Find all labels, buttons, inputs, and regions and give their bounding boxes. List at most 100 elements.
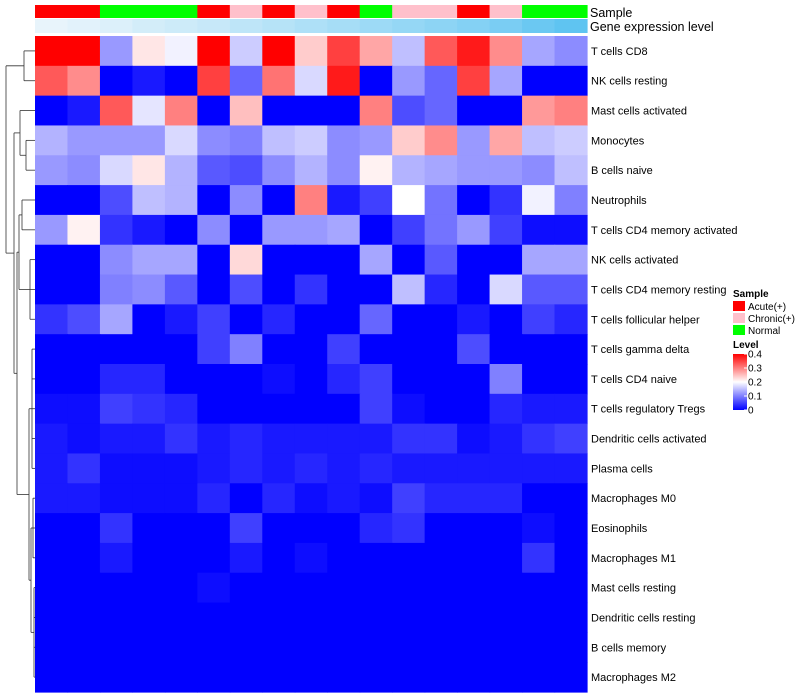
heatmap-cell <box>35 453 69 484</box>
heatmap-cell <box>554 185 588 216</box>
heatmap-cell <box>554 334 588 365</box>
expression-annotation-cell <box>197 19 231 33</box>
heatmap-cell <box>489 572 523 604</box>
heatmap-cell <box>99 423 134 455</box>
sample-annotation-cell <box>294 5 328 18</box>
legend-sample-label: Normal <box>748 326 780 337</box>
row-label: NK cells resting <box>591 76 667 88</box>
sample-annotation-cell <box>164 5 198 18</box>
heatmap-cell <box>327 65 361 97</box>
heatmap-cell <box>67 513 101 544</box>
heatmap-cell <box>197 423 231 455</box>
heatmap-cell <box>489 244 523 276</box>
heatmap-cell <box>99 483 134 514</box>
heatmap-cell <box>164 423 198 455</box>
row-label: Mast cells activated <box>591 106 687 118</box>
heatmap-cell <box>522 125 556 156</box>
heatmap-cell <box>99 364 134 395</box>
row-label: T cells gamma delta <box>591 344 690 356</box>
heatmap-cell <box>327 393 361 425</box>
heatmap-cell <box>164 274 198 305</box>
heatmap-cell <box>522 334 556 365</box>
heatmap-cell <box>359 423 393 455</box>
heatmap-cell <box>262 65 296 97</box>
heatmap-cell <box>392 662 426 693</box>
heatmap-cell <box>229 36 263 67</box>
row-label: Plasma cells <box>591 463 653 475</box>
heatmap-cell <box>554 304 588 335</box>
legend: Sample Acute(+)Chronic(+)Normal Level 0.… <box>733 289 795 417</box>
legend-sample-label: Chronic(+) <box>748 314 795 325</box>
heatmap-cell <box>262 513 296 544</box>
heatmap-cell <box>522 185 556 216</box>
heatmap-cell <box>67 572 101 604</box>
heatmap-cell <box>327 36 361 67</box>
heatmap-cell <box>424 453 458 484</box>
expression-annotation-cell <box>67 19 101 33</box>
heatmap-cell <box>489 65 523 97</box>
sample-annotation-cell <box>327 5 361 18</box>
sample-annotation-label: Sample <box>590 6 632 20</box>
heatmap-cell <box>229 572 263 604</box>
row-label: B cells memory <box>591 642 667 654</box>
heatmap-cell <box>262 185 296 216</box>
heatmap-cell <box>164 304 198 335</box>
legend-level-tick-label: 0.3 <box>748 364 762 375</box>
heatmap-cell <box>164 214 198 246</box>
heatmap-cell <box>197 304 231 335</box>
heatmap-cell <box>294 214 328 246</box>
heatmap-cell <box>554 274 588 305</box>
heatmap-cell <box>457 513 491 544</box>
heatmap-cell <box>132 364 166 395</box>
heatmap-cell <box>197 65 231 97</box>
sample-annotation-bar <box>35 5 588 18</box>
heatmap-cell <box>522 453 556 484</box>
heatmap-cell <box>392 483 426 514</box>
heatmap-cell <box>457 423 491 455</box>
heatmap-cell <box>489 483 523 514</box>
heatmap-cell <box>327 304 361 335</box>
heatmap-cell <box>457 125 491 156</box>
heatmap-cell <box>99 513 134 544</box>
heatmap-cell <box>424 393 458 425</box>
heatmap-cell <box>35 155 69 186</box>
heatmap-cell <box>424 244 458 276</box>
heatmap-cell <box>327 423 361 455</box>
heatmap-cell <box>424 155 458 186</box>
heatmap-cell <box>327 513 361 544</box>
heatmap-cell <box>392 602 426 633</box>
heatmap-cell <box>359 65 393 97</box>
heatmap-cell <box>392 95 426 127</box>
heatmap-cell <box>489 185 523 216</box>
heatmap-cell <box>294 65 328 97</box>
heatmap-cell <box>359 244 393 276</box>
heatmap-cell <box>35 36 69 67</box>
heatmap-cell <box>229 185 263 216</box>
heatmap-cell <box>359 393 393 425</box>
heatmap-cell <box>392 304 426 335</box>
heatmap-cell <box>392 274 426 305</box>
heatmap-cell <box>457 155 491 186</box>
sample-annotation-cell <box>554 5 588 18</box>
heatmap-cell <box>359 572 393 604</box>
heatmap-cell <box>457 244 491 276</box>
heatmap-cell <box>554 423 588 455</box>
heatmap-cell <box>522 304 556 335</box>
heatmap-cell <box>359 542 393 574</box>
heatmap-cell <box>522 36 556 67</box>
heatmap-cell <box>197 453 231 484</box>
heatmap-cell <box>35 542 69 574</box>
heatmap-cell <box>359 125 393 156</box>
heatmap-cell <box>522 632 556 663</box>
heatmap-cell <box>554 214 588 246</box>
legend-sample-swatch <box>733 325 745 335</box>
heatmap-cell <box>35 572 69 604</box>
heatmap-cell <box>294 334 328 365</box>
legend-level-tick-label: 0.4 <box>748 350 762 361</box>
heatmap-cell <box>392 65 426 97</box>
heatmap-cell <box>35 364 69 395</box>
heatmap-cell <box>522 214 556 246</box>
heatmap-cell <box>67 662 101 693</box>
heatmap-cell <box>489 125 523 156</box>
heatmap-cell <box>359 36 393 67</box>
